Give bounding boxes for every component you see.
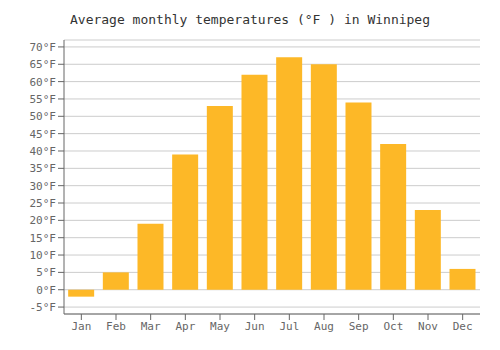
svg-text:-5°F: -5°F [30,301,57,314]
svg-text:Dec: Dec [453,320,473,333]
svg-text:20°F: 20°F [30,214,57,227]
svg-text:Sep: Sep [349,320,369,333]
svg-text:55°F: 55°F [30,93,57,106]
svg-text:May: May [210,320,230,333]
svg-text:Apr: Apr [175,320,195,333]
svg-text:0°F: 0°F [36,284,56,297]
svg-text:5°F: 5°F [36,266,56,279]
svg-text:30°F: 30°F [30,180,57,193]
svg-text:Jan: Jan [71,320,91,333]
svg-text:40°F: 40°F [30,145,57,158]
svg-text:Oct: Oct [383,320,403,333]
svg-text:Jun: Jun [245,320,265,333]
svg-text:25°F: 25°F [30,197,57,210]
svg-text:Jul: Jul [279,320,299,333]
svg-text:Feb: Feb [106,320,126,333]
svg-text:45°F: 45°F [30,128,57,141]
svg-text:35°F: 35°F [30,162,57,175]
svg-text:70°F: 70°F [30,41,57,54]
html-text:Average monthly temperatures (: Average monthly temperatures (°F ) in Wi… [70,12,430,27]
svg-text:60°F: 60°F [30,76,57,89]
svg-text:50°F: 50°F [30,110,57,123]
svg-text:10°F: 10°F [30,249,57,262]
svg-text:Nov: Nov [418,320,438,333]
svg-text:65°F: 65°F [30,58,57,71]
svg-text:Mar: Mar [141,320,161,333]
svg-text:15°F: 15°F [30,232,57,245]
svg-text:Aug: Aug [314,320,334,333]
